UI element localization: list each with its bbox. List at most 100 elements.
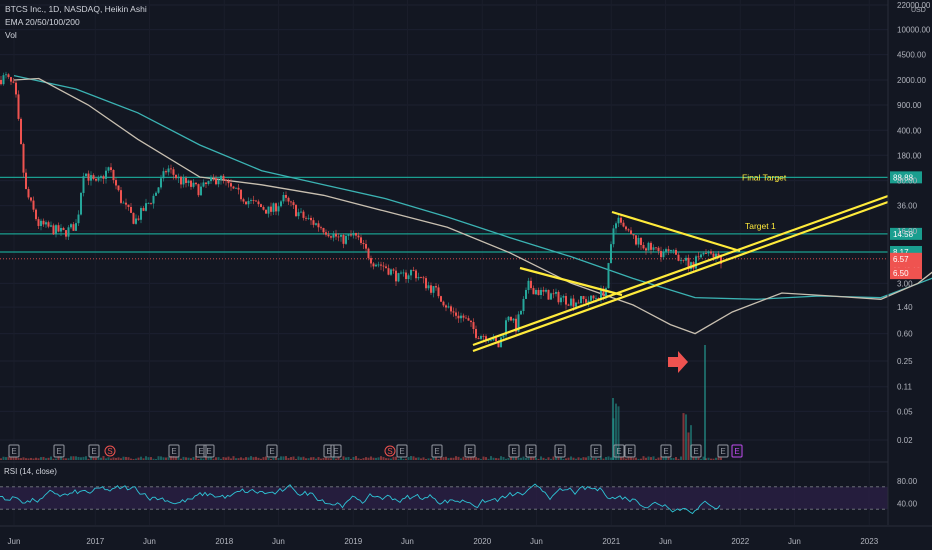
volume-bar [370,456,372,460]
volume-bar [215,457,217,460]
candle-body [487,340,490,342]
volume-bar [645,457,647,460]
candle-body [525,289,527,299]
volume-bar [360,458,362,460]
volume-bar [570,456,572,460]
volume-bar [17,457,20,460]
candle-body [27,189,30,198]
volume-bar [382,457,385,460]
candle-body [495,336,497,342]
candle-body [462,315,465,318]
candle-body [32,200,35,210]
volume-bar [365,457,367,460]
candle-body [225,179,227,181]
event-marker-frame [464,444,476,458]
volume-bar [235,458,237,460]
volume-bar [615,403,617,460]
symbol-title[interactable]: BTCS Inc., 1D, NASDAQ, Heikin Ashi [5,4,147,14]
volume-bar [210,456,212,460]
volume-bar [242,458,245,460]
volume-bar [130,458,132,460]
candle-body [222,175,225,180]
volume-bar [152,458,155,460]
candle-body [505,320,507,336]
volume-bar [170,456,172,460]
candle-body [532,288,535,295]
volume-bar [20,458,22,460]
candle-body [685,257,687,261]
volume-bar [680,456,682,460]
candle-body [115,180,117,186]
candle-body [447,306,450,308]
trendline-support-2 [472,200,889,353]
volume-bar [650,457,652,460]
candle-body [545,289,547,292]
candle-body [322,227,325,233]
volume-bar [147,457,150,460]
volume-bar [700,458,702,460]
candle-body [67,227,70,237]
candle-body [287,197,290,202]
volume-bar [567,457,570,460]
volume-bar [585,457,587,460]
volume-bar [155,458,157,460]
volume-bar [60,456,62,460]
candle-body [607,263,610,289]
candle-body [247,200,250,205]
volume-bar [547,457,550,460]
event-marker-frame [731,444,743,458]
candle-body [325,232,327,235]
candle-body [367,248,370,259]
time-tick-label: Jun [659,537,672,546]
volume-bar [142,458,145,460]
candle-body [300,211,302,213]
price-tick-label: 0.11 [897,383,913,392]
event-marker-text: E [734,447,739,456]
time-tick-label: 2023 [860,537,878,546]
candle-body [585,299,587,303]
volume-bar [267,458,270,460]
candle-body [227,180,230,184]
volume-bar [335,458,337,460]
candle-body [515,318,517,332]
candle-body [400,272,402,274]
volume-legend[interactable]: Vol [5,30,17,40]
candle-body [50,225,52,227]
price-tick-label: 10000.00 [897,26,931,35]
volume-bar [275,456,277,460]
volume-bar [162,457,165,460]
candle-body [277,206,280,212]
ema-legend[interactable]: EMA 20/50/100/200 [5,17,80,27]
volume-bar [232,456,235,460]
chart-grid [0,4,888,441]
volume-bar [505,458,507,460]
volume-bar [580,458,582,460]
candle-body [347,234,350,236]
candle-body [170,168,172,170]
event-marker-frame [525,444,537,458]
volume-bar [582,457,585,460]
candle-body [132,212,135,224]
candle-body [60,227,62,232]
volume-bar [665,456,667,460]
price-tick-label: 2000.00 [897,76,926,85]
candle-body [587,300,590,303]
candle-body [540,290,542,296]
target-1-label: Target 1 [745,221,776,231]
volume-bar [160,456,162,460]
candle-body [250,200,252,201]
candle-body [202,182,205,187]
candle-body [275,203,277,212]
candle-body [17,94,20,119]
volume-bar [605,457,607,460]
volume-bar [407,456,410,460]
event-marker-frame [660,444,672,458]
volume-bar [227,456,230,460]
candle-body [452,311,455,313]
candle-body [597,298,600,300]
candle-body [390,269,392,275]
level-price-text: 14.58 [893,230,914,239]
candle-body [600,288,602,300]
event-marker-text: E [198,447,203,456]
candle-body [467,318,470,321]
